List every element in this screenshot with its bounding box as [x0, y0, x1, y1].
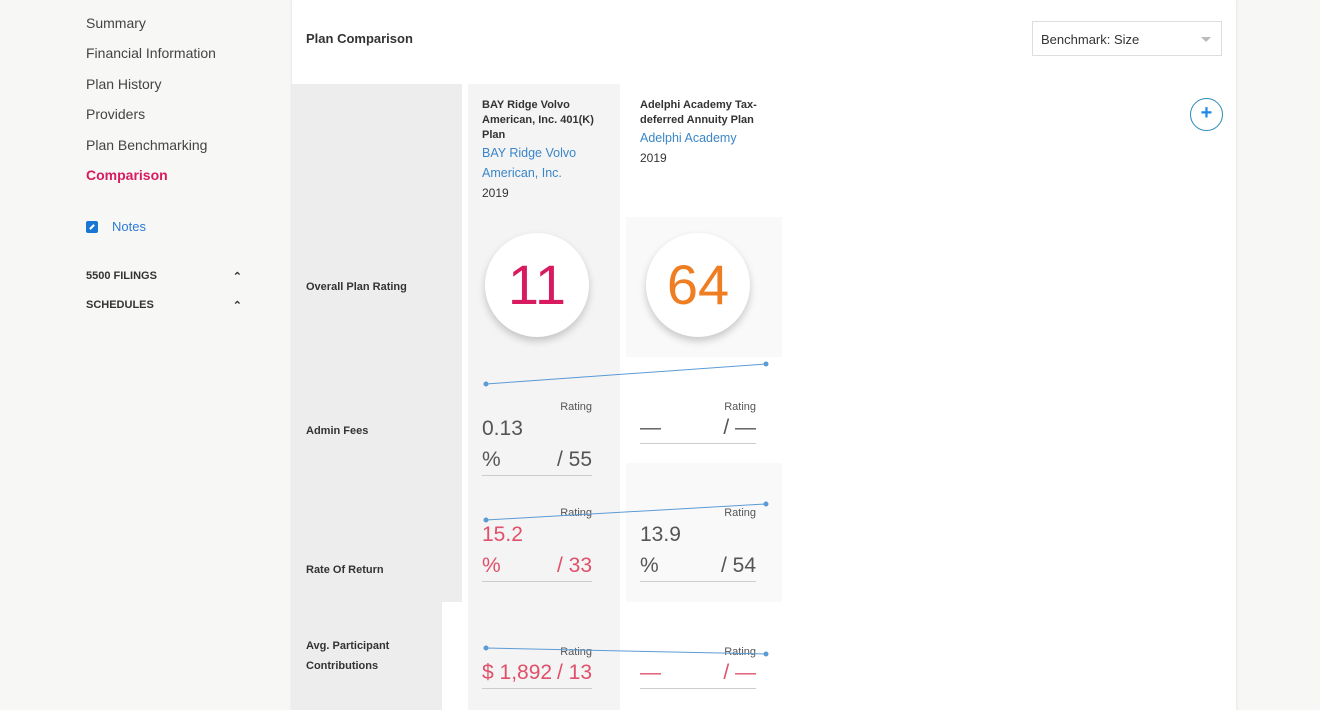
rating-label: Rating	[560, 646, 592, 658]
section-label: SCHEDULES	[86, 299, 154, 311]
ror-value: 13.9	[640, 523, 681, 546]
rating-badge: 64	[646, 233, 750, 337]
plan-header-1: BAY Ridge Volvo American, Inc. 401(K) Pl…	[468, 84, 620, 217]
row-label-admin-fees: Admin Fees	[292, 357, 462, 463]
rating-cell-2: 64	[626, 217, 782, 357]
row-label-rate-of-return: Rate Of Return	[292, 463, 462, 602]
ror-rating: / 33	[556, 554, 592, 577]
admin-rating: / 55	[556, 448, 592, 471]
contrib-rating: / —	[723, 661, 756, 684]
connector-dot	[483, 645, 489, 651]
sponsor-link[interactable]: BAY Ridge Volvo American, Inc.	[482, 146, 577, 180]
admin-value: —	[640, 416, 661, 439]
sidebar-item-plan-history[interactable]: Plan History	[86, 75, 162, 92]
contrib-cell-2: Rating — / —	[626, 602, 782, 710]
page-title: Plan Comparison	[306, 31, 413, 46]
benchmark-select-value: Benchmark: Size	[1041, 32, 1140, 47]
notes-label: Notes	[112, 219, 146, 234]
plan-name: Adelphi Academy Tax-deferred Annuity Pla…	[640, 99, 757, 126]
add-plan-button[interactable]: +	[1190, 98, 1223, 131]
sidebar-item-providers[interactable]: Providers	[86, 106, 146, 123]
ror-cell-1: Rating 15.2 % / 33	[468, 463, 620, 602]
sidebar-item-plan-benchmarking[interactable]: Plan Benchmarking	[86, 136, 208, 153]
chevron-up-icon: ⌃	[232, 271, 242, 283]
ror-connector-line	[485, 503, 767, 521]
plan-year: 2019	[640, 151, 667, 165]
plan-header-2: Adelphi Academy Tax-deferred Annuity Pla…	[626, 84, 782, 217]
sponsor-link[interactable]: Adelphi Academy	[640, 131, 737, 145]
ror-unit: %	[640, 554, 659, 577]
row-label-rating: Overall Plan Rating	[292, 217, 462, 357]
comparison-connector-lines	[483, 361, 769, 657]
ror-value: 15.2	[482, 523, 523, 546]
sidebar-item-comparison[interactable]: Comparison	[86, 166, 168, 183]
sidebar-item-financial-information[interactable]: Financial Information	[86, 45, 216, 62]
row-label-contributions: Avg. Participant Contributions	[292, 602, 442, 710]
rating-label: Rating	[560, 507, 592, 519]
benchmark-select[interactable]: Benchmark: Size	[1032, 21, 1222, 56]
admin-cell-2: Rating — / —	[626, 357, 782, 463]
section-label: 5500 FILINGS	[86, 270, 157, 282]
rating-label: Rating	[724, 646, 756, 658]
sidebar-item-summary[interactable]: Summary	[86, 15, 146, 31]
admin-connector-line	[485, 363, 767, 385]
edit-icon	[86, 220, 98, 233]
connector-dot	[763, 651, 769, 657]
connector-dot	[483, 381, 489, 387]
connector-dot	[763, 361, 769, 367]
admin-unit: %	[482, 448, 501, 471]
rating-label: Rating	[560, 401, 592, 413]
sidebar-nav: Summary Financial Information Plan Histo…	[86, 14, 216, 196]
comparison-panel: Plan Comparison Benchmark: Size + Overal…	[292, 0, 1236, 710]
ror-cell-2: Rating 13.9 % / 54	[626, 463, 782, 602]
plan-name: BAY Ridge Volvo American, Inc. 401(K) Pl…	[482, 99, 594, 141]
connector-dot	[763, 501, 769, 507]
ror-rating: / 54	[720, 554, 756, 577]
contrib-value: $ 1,892	[482, 661, 553, 684]
rating-badge: 11	[485, 233, 589, 337]
caret-down-icon	[1201, 37, 1211, 42]
rating-label: Rating	[724, 401, 756, 413]
contrib-cell-1: Rating $ 1,892/ 13	[468, 602, 620, 710]
contrib-value: —	[640, 661, 661, 684]
contrib-rating: / 13	[556, 661, 592, 684]
plan-column-1	[468, 84, 620, 710]
section-5500-filings[interactable]: 5500 FILINGS ⌃	[86, 270, 242, 283]
plan-year: 2019	[482, 186, 509, 200]
admin-rating: / —	[723, 416, 756, 439]
admin-cell-1: Rating 0.13 % / 55	[468, 357, 620, 476]
notes-link[interactable]: Notes	[86, 219, 146, 234]
connector-dot	[483, 517, 489, 523]
rating-cell-1: 11	[468, 217, 620, 357]
ror-unit: %	[482, 554, 501, 577]
admin-value: 0.13	[482, 417, 523, 440]
contrib-connector-line	[485, 647, 767, 655]
plus-icon: +	[1200, 102, 1213, 124]
rating-label: Rating	[724, 507, 756, 519]
chevron-up-icon: ⌃	[232, 300, 242, 312]
header-label-cell	[292, 84, 462, 217]
section-schedules[interactable]: SCHEDULES ⌃	[86, 299, 242, 312]
